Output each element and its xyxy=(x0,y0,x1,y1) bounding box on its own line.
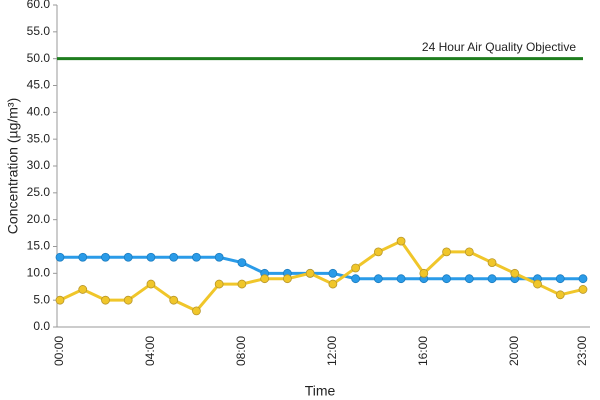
series-point xyxy=(464,247,474,257)
series-point xyxy=(169,252,179,262)
series-point xyxy=(578,285,588,294)
y-tick-label: 50.0 xyxy=(27,51,51,65)
series-point xyxy=(396,274,406,284)
series-point xyxy=(442,274,451,284)
series-point xyxy=(396,236,406,246)
series-point xyxy=(442,247,451,257)
series-point xyxy=(260,274,270,284)
series-point xyxy=(351,263,361,273)
series-point xyxy=(123,295,133,305)
series-point xyxy=(555,274,565,284)
y-axis-label: Concentration (µg/m³) xyxy=(5,98,21,234)
series-point xyxy=(419,268,429,278)
x-tick-label: 04:00 xyxy=(143,336,157,366)
series-point xyxy=(214,252,224,262)
x-tick-label: 23:00 xyxy=(575,336,589,366)
y-tick-label: 10.0 xyxy=(27,266,51,280)
series-point xyxy=(237,258,247,268)
x-axis-label: Time xyxy=(305,383,336,399)
series-point xyxy=(101,295,110,305)
y-tick-label: 40.0 xyxy=(27,105,51,119)
y-tick-label: 20.0 xyxy=(27,212,51,226)
series-line xyxy=(59,239,584,313)
series-point xyxy=(533,279,542,289)
series-point xyxy=(237,279,247,289)
x-tick-label: 16:00 xyxy=(416,336,430,366)
series-point xyxy=(192,252,201,262)
y-tick-label: 35.0 xyxy=(27,131,51,145)
x-tick-label: 12:00 xyxy=(325,336,339,366)
series-point xyxy=(373,274,383,284)
series-point xyxy=(305,268,315,278)
series-point xyxy=(55,252,65,262)
series-point xyxy=(214,279,224,289)
y-tick-label: 25.0 xyxy=(27,185,51,199)
series-point xyxy=(328,279,338,289)
y-tick-label: 5.0 xyxy=(33,292,50,306)
objective-label: 24 Hour Air Quality Objective xyxy=(422,40,576,54)
y-tick-label: 0.0 xyxy=(33,319,50,333)
series-point xyxy=(169,295,179,305)
series-point xyxy=(282,274,292,284)
series-point xyxy=(510,268,520,278)
series-point xyxy=(123,252,133,262)
series-point xyxy=(487,258,497,268)
series-point xyxy=(328,268,338,278)
series-point xyxy=(78,285,88,294)
y-tick-label: 30.0 xyxy=(27,158,51,172)
y-tick-label: 55.0 xyxy=(27,24,51,38)
series-point xyxy=(192,306,201,316)
x-tick-label: 20:00 xyxy=(507,336,521,366)
series-point xyxy=(146,279,156,289)
series-point xyxy=(555,290,565,300)
y-tick-label: 15.0 xyxy=(27,239,51,253)
series-point xyxy=(146,252,156,262)
series-point xyxy=(78,252,88,262)
series-point xyxy=(464,274,474,284)
series-point xyxy=(351,274,361,284)
x-tick-label: 08:00 xyxy=(234,336,248,366)
y-tick-label: 60.0 xyxy=(27,0,51,11)
series-point xyxy=(578,274,588,284)
y-tick-label: 45.0 xyxy=(27,78,51,92)
series-point xyxy=(373,247,383,257)
series-point xyxy=(55,295,65,305)
x-tick-label: 00:00 xyxy=(52,336,66,366)
series-point xyxy=(487,274,497,284)
series-point xyxy=(101,252,110,262)
